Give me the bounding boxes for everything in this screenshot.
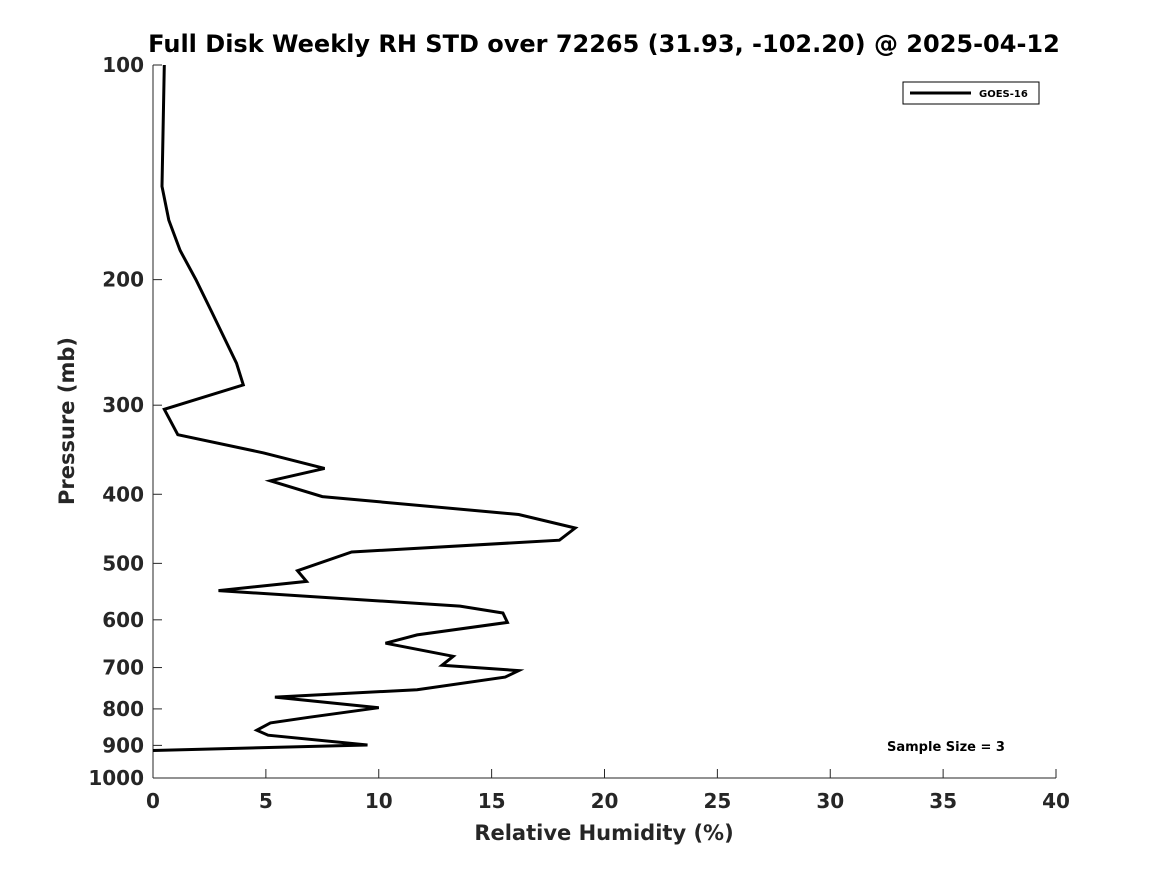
y-tick-label: 100 bbox=[102, 53, 144, 77]
x-tick-label: 40 bbox=[1042, 789, 1070, 813]
x-tick-label: 0 bbox=[146, 789, 160, 813]
x-tick-label: 15 bbox=[478, 789, 506, 813]
series-goes16-line bbox=[152, 64, 579, 752]
legend-label-goes16: GOES-16 bbox=[979, 89, 1028, 100]
y-tick-label: 600 bbox=[102, 608, 144, 632]
x-ticks: 0 5 10 15 20 25 30 35 40 bbox=[146, 769, 1070, 813]
y-tick-label: 400 bbox=[102, 482, 144, 506]
x-axis-label: Relative Humidity (%) bbox=[474, 821, 733, 845]
y-tick-label: 800 bbox=[102, 697, 144, 721]
x-tick-label: 30 bbox=[816, 789, 844, 813]
y-tick-label: 200 bbox=[102, 268, 144, 292]
y-tick-label: 500 bbox=[102, 551, 144, 575]
x-tick-label: 20 bbox=[591, 789, 619, 813]
x-tick-label: 35 bbox=[929, 789, 957, 813]
y-tick-label: 1000 bbox=[88, 766, 144, 790]
y-axis-label: Pressure (mb) bbox=[55, 337, 79, 505]
legend: GOES-16 bbox=[902, 81, 1040, 105]
y-ticks: 100 200 300 400 500 600 700 800 900 1000 bbox=[88, 53, 162, 790]
x-tick-label: 5 bbox=[259, 789, 273, 813]
plot-area bbox=[153, 65, 1056, 778]
x-tick-label: 25 bbox=[703, 789, 731, 813]
sample-size-annotation: Sample Size = 3 bbox=[887, 740, 1005, 755]
chart-title: Full Disk Weekly RH STD over 72265 (31.9… bbox=[148, 30, 1060, 58]
y-tick-label: 700 bbox=[102, 656, 144, 680]
y-tick-label: 300 bbox=[102, 393, 144, 417]
y-tick-label: 900 bbox=[102, 733, 144, 757]
x-tick-label: 10 bbox=[365, 789, 393, 813]
